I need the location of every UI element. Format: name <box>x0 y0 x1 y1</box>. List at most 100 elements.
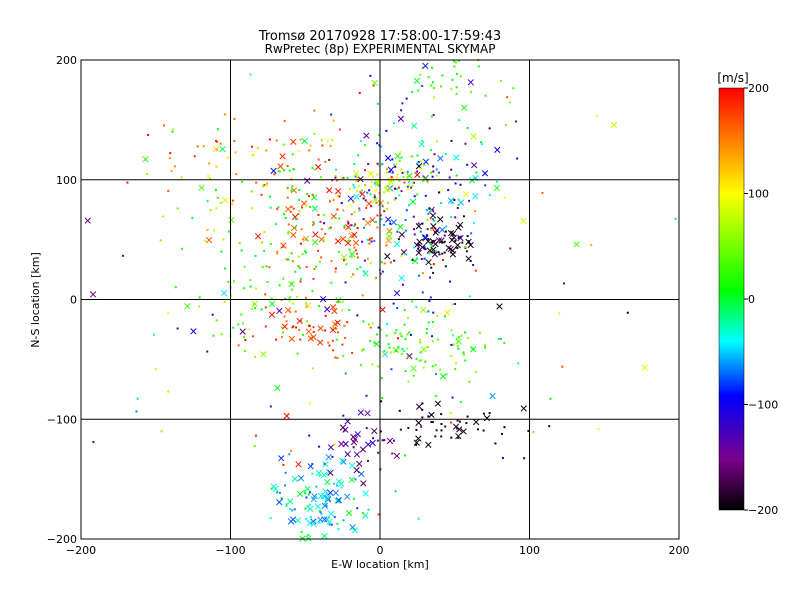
scatter-x-marker <box>290 224 298 232</box>
scatter-dot <box>297 265 300 268</box>
scatter-dot <box>377 181 380 184</box>
scatter-dot <box>423 164 426 167</box>
scatter-dot <box>308 503 311 506</box>
scatter-dot <box>311 223 314 226</box>
scatter-dot <box>292 302 295 305</box>
scatter-dot <box>441 74 444 77</box>
scatter-dot <box>478 331 481 334</box>
scatter-x-marker <box>449 247 456 254</box>
scatter-dot <box>527 429 530 432</box>
scatter-x-marker <box>415 403 423 410</box>
scatter-x-marker <box>430 223 437 230</box>
scatter-dot <box>288 453 291 456</box>
scatter-dot <box>454 61 457 64</box>
scatter-dot <box>343 225 346 228</box>
scatter-dot <box>374 182 377 185</box>
scatter-dot <box>416 257 419 260</box>
scatter-dot <box>235 173 238 176</box>
scatter-dot <box>475 171 478 174</box>
scatter-dot <box>292 168 295 171</box>
scatter-dot <box>363 270 366 273</box>
scatter-dot <box>392 439 395 442</box>
scatter-dot <box>433 86 436 89</box>
scatter-dot <box>466 127 469 130</box>
scatter-dot <box>382 352 385 355</box>
scatter-x-marker <box>385 233 393 240</box>
scatter-dot <box>453 198 456 201</box>
scatter-dot <box>419 341 422 344</box>
scatter-dot <box>453 60 456 63</box>
scatter-x-marker <box>288 335 295 343</box>
scatter-dot <box>369 74 372 77</box>
scatter-dot <box>298 189 301 192</box>
scatter-x-marker <box>304 177 311 184</box>
scatter-x-marker <box>270 167 277 174</box>
scatter-dot <box>263 231 266 234</box>
scatter-x-marker <box>212 145 219 153</box>
scatter-dot <box>424 248 427 251</box>
scatter-x-marker <box>415 435 422 442</box>
scatter-dot <box>421 402 424 405</box>
scatter-dot <box>411 185 414 188</box>
scatter-dot <box>393 198 396 201</box>
scatter-dot <box>306 505 309 508</box>
scatter-x-marker <box>325 187 333 194</box>
scatter-dot <box>340 202 343 205</box>
scatter-x-marker <box>348 476 355 483</box>
scatter-dot <box>231 202 234 205</box>
scatter-dot <box>432 96 435 99</box>
scatter-dot <box>388 170 391 173</box>
scatter-dot <box>383 191 386 194</box>
scatter-dot <box>416 161 419 164</box>
scatter-x-marker <box>334 319 341 326</box>
scatter-dot <box>301 253 304 256</box>
scatter-dot <box>344 336 347 339</box>
scatter-dot <box>467 337 470 340</box>
scatter-dot <box>523 457 526 460</box>
scatter-dot <box>595 114 598 117</box>
scatter-dot <box>440 429 443 432</box>
scatter-dot <box>438 191 441 194</box>
scatter-dot <box>220 250 223 253</box>
scatter-points <box>84 59 677 542</box>
scatter-dot <box>304 250 307 253</box>
scatter-x-marker <box>420 306 427 314</box>
scatter-dot <box>429 296 432 299</box>
scatter-dot <box>309 516 312 519</box>
scatter-dot <box>389 351 392 354</box>
scatter-x-marker <box>340 458 347 465</box>
scatter-x-marker <box>349 251 356 258</box>
scatter-dot <box>367 162 370 165</box>
scatter-x-marker <box>260 351 267 358</box>
scatter-dot <box>418 359 421 362</box>
scatter-dot <box>350 213 353 216</box>
scatter-dot <box>394 490 397 493</box>
scatter-x-marker <box>455 224 462 231</box>
scatter-dot <box>334 267 337 270</box>
scatter-dot <box>431 66 434 69</box>
scatter-dot <box>495 180 498 183</box>
scatter-x-marker <box>415 249 422 256</box>
scatter-dot <box>356 256 359 259</box>
scatter-dot <box>342 176 345 179</box>
scatter-dot <box>358 207 361 210</box>
scatter-dot <box>266 281 269 284</box>
scatter-dot <box>355 189 358 192</box>
scatter-dot <box>421 66 424 69</box>
scatter-dot <box>299 280 302 283</box>
scatter-dot <box>430 209 433 212</box>
scatter-x-marker <box>317 325 324 332</box>
scatter-dot <box>416 170 419 173</box>
scatter-x-marker <box>353 467 360 474</box>
scatter-dot <box>358 209 361 212</box>
scatter-dot <box>300 531 303 534</box>
grid-lines <box>81 60 679 539</box>
scatter-dot <box>464 142 467 145</box>
scatter-dot <box>380 377 383 380</box>
scatter-dot <box>380 145 383 148</box>
scatter-x-marker <box>398 274 405 282</box>
scatter-x-marker <box>301 137 308 145</box>
scatter-dot <box>216 196 219 199</box>
scatter-x-marker <box>291 213 299 221</box>
scatter-dot <box>342 354 345 357</box>
